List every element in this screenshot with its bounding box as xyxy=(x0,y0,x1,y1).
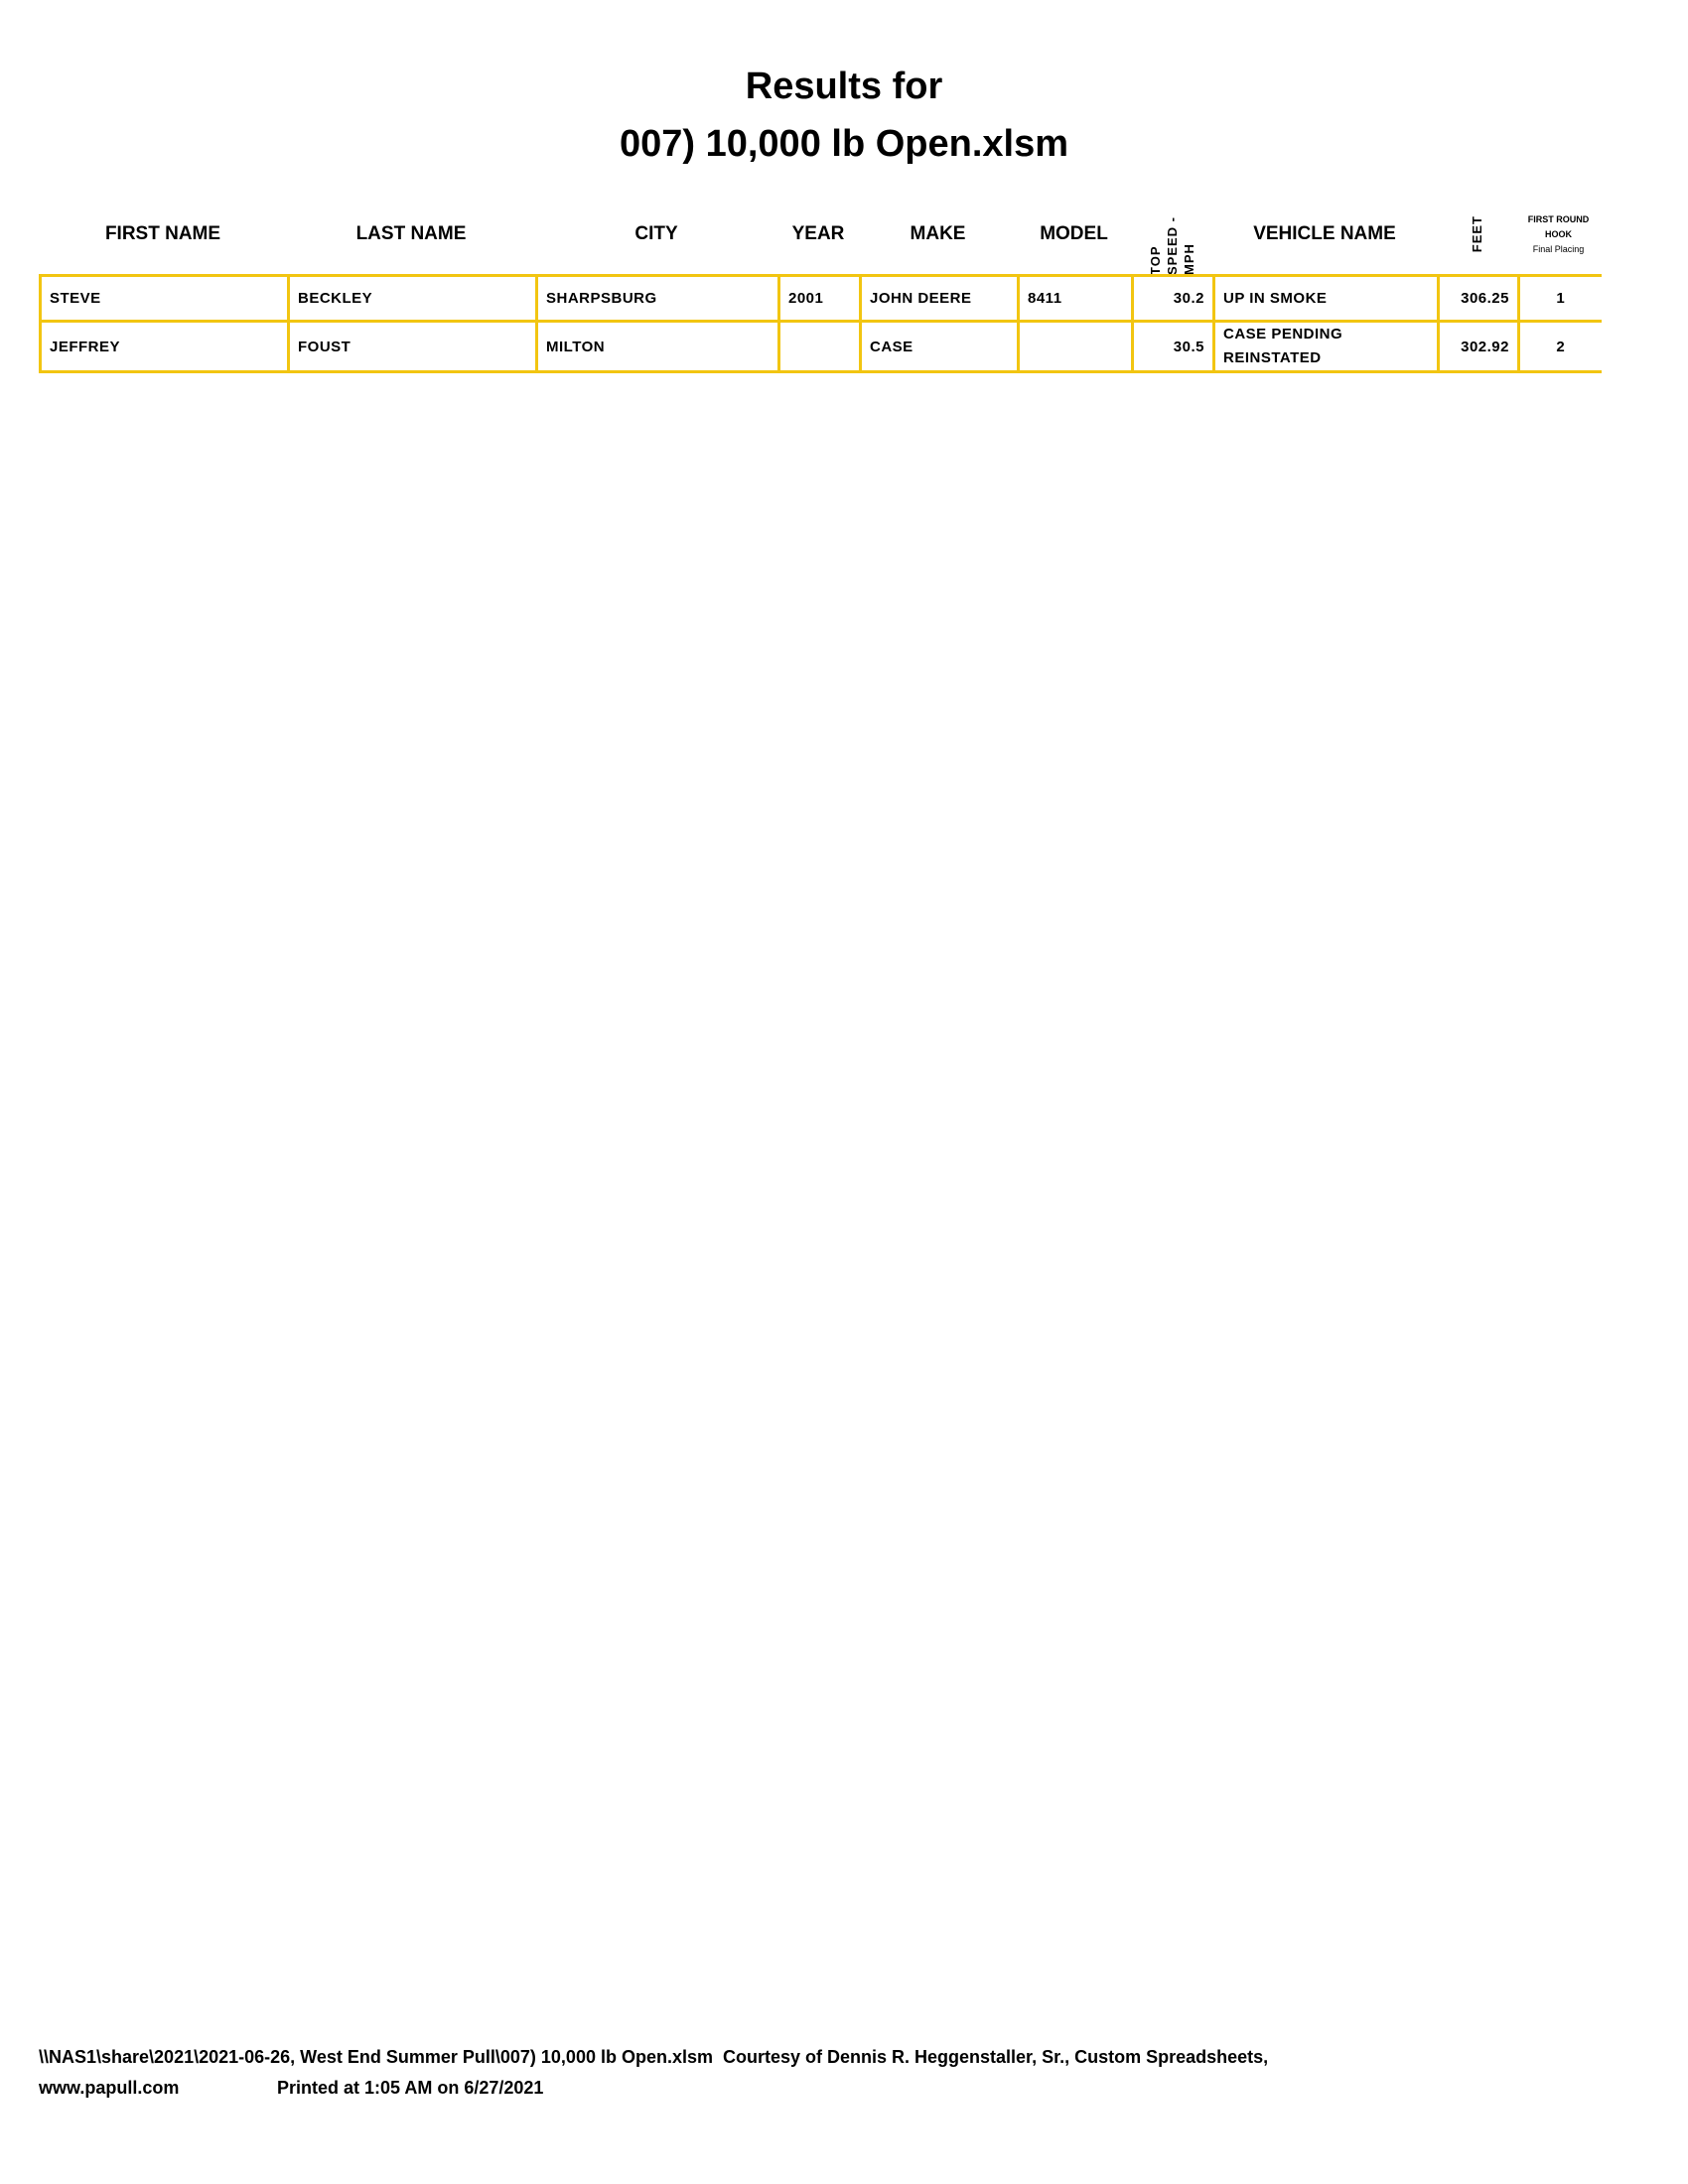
cell-feet: 306.25 xyxy=(1437,274,1520,323)
cell-vehicle-name: CASE PENDING REINSTATED xyxy=(1212,320,1440,373)
header-year: YEAR xyxy=(791,223,845,244)
header-top-speed-text: TOP SPEED - MPH xyxy=(1147,215,1196,275)
cell-model xyxy=(1017,320,1134,373)
header-model: MODEL xyxy=(1040,223,1108,244)
title-line-2: 007) 10,000 lb Open.xlsm xyxy=(619,123,1068,165)
vehicle-name-line-2: REINSTATED xyxy=(1223,349,1322,366)
cell-vehicle-name: UP IN SMOKE xyxy=(1212,274,1440,323)
header-feet-text: FEET xyxy=(1470,215,1484,253)
cell-city: SHARPSBURG xyxy=(535,274,780,323)
cell-placing: 1 xyxy=(1517,274,1602,323)
header-vehicle-name: VEHICLE NAME xyxy=(1253,223,1396,244)
cell-make: JOHN DEERE xyxy=(859,274,1020,323)
header-placing-2: HOOK xyxy=(1545,228,1572,239)
header-city: CITY xyxy=(634,223,678,244)
table-row: STEVE BECKLEY SHARPSBURG 2001 JOHN DEERE… xyxy=(39,274,1602,323)
header-placing: FIRST ROUND HOOK Final Placing xyxy=(1517,204,1600,265)
title-line-1: Results for xyxy=(745,66,943,107)
header-top-speed: TOP SPEED - MPH xyxy=(1131,206,1212,276)
cell-city: MILTON xyxy=(535,320,780,373)
cell-top-speed: 30.5 xyxy=(1131,320,1215,373)
vehicle-name-line-1: CASE PENDING xyxy=(1223,326,1343,342)
cell-last-name: BECKLEY xyxy=(287,274,538,323)
header-feet: FEET xyxy=(1437,204,1517,265)
cell-year xyxy=(777,320,862,373)
cell-model: 8411 xyxy=(1017,274,1134,323)
vehicle-name-text: UP IN SMOKE xyxy=(1223,290,1328,307)
cell-placing: 2 xyxy=(1517,320,1602,373)
cell-last-name: FOUST xyxy=(287,320,538,373)
header-placing-3: Final Placing xyxy=(1532,243,1585,254)
footer-printed: Printed at 1:05 AM on 6/27/2021 xyxy=(277,2078,544,2098)
cell-feet: 302.92 xyxy=(1437,320,1520,373)
header-last-name: LAST NAME xyxy=(355,223,467,244)
header-placing-1: FIRST ROUND xyxy=(1527,213,1590,224)
results-table: STEVE BECKLEY SHARPSBURG 2001 JOHN DEERE… xyxy=(39,274,1602,373)
footer-website: www.papull.com xyxy=(39,2078,180,2098)
cell-make: CASE xyxy=(859,320,1020,373)
table-row: JEFFREY FOUST MILTON CASE 30.5 CASE PEND… xyxy=(39,320,1602,373)
cell-year: 2001 xyxy=(777,274,862,323)
header-first-name: FIRST NAME xyxy=(104,223,221,244)
footer-path: \\NAS1\share\2021\2021-06-26, West End S… xyxy=(39,2047,1269,2067)
header-make: MAKE xyxy=(910,223,966,244)
cell-top-speed: 30.2 xyxy=(1131,274,1215,323)
cell-first-name: JEFFREY xyxy=(39,320,290,373)
cell-first-name: STEVE xyxy=(39,274,290,323)
